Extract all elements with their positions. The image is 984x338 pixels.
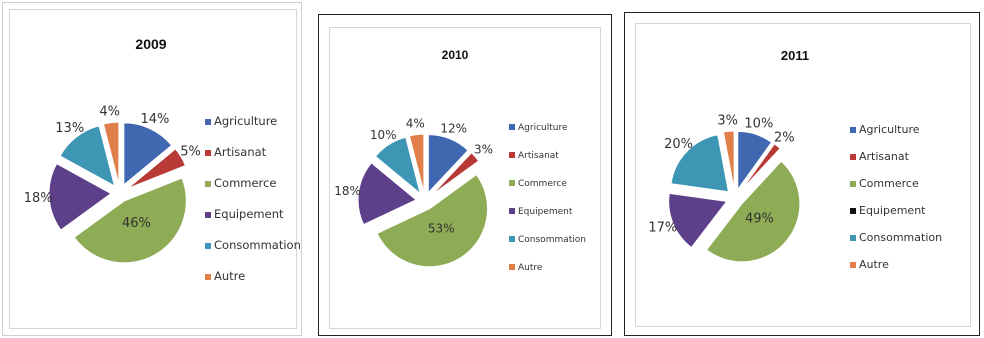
data-label-consommation: 20%: [664, 137, 693, 152]
legend-marker-autre: [509, 264, 515, 270]
pie-slice-equipement: [48, 163, 112, 231]
pie-slice-commerce: [376, 173, 489, 268]
data-label-autre: 4%: [99, 105, 120, 120]
data-label-equipement: 18%: [334, 184, 361, 198]
legend-label-equipement: Equipement: [214, 207, 284, 221]
legend-marker-autre: [205, 274, 211, 280]
legend-label-consommation: Consommation: [518, 235, 586, 245]
data-label-consommation: 13%: [55, 121, 84, 136]
pie-slice-artisanat: [431, 152, 480, 196]
data-label-commerce: 46%: [122, 216, 151, 231]
data-label-autre: 4%: [406, 117, 425, 131]
pie-slice-consommation: [374, 136, 422, 195]
data-label-equipement: 17%: [648, 221, 677, 236]
data-label-equipement: 18%: [24, 191, 53, 206]
data-label-consommation: 10%: [370, 128, 397, 142]
legend-marker-agriculture: [205, 119, 211, 125]
chart-panel-2011: 2011 10% 2% 49% 17% 20% 3% Agriculture Artisanat…: [624, 12, 980, 336]
pie-slice-agriculture: [427, 134, 469, 194]
legend-marker-consommation: [205, 243, 211, 249]
legend-label-autre: Autre: [518, 263, 543, 273]
data-label-autre: 3%: [717, 113, 738, 128]
legend-label-consommation: Consommation: [214, 238, 301, 252]
legend-label-commerce: Commerce: [859, 177, 919, 190]
legend-marker-artisanat: [205, 150, 211, 156]
pie-slice-artisanat: [127, 148, 187, 189]
data-label-commerce: 53%: [428, 221, 455, 235]
pie-slice-consommation: [59, 125, 116, 187]
data-label-artisanat: 2%: [774, 131, 795, 146]
data-label-artisanat: 5%: [180, 144, 201, 159]
legend-marker-commerce: [205, 181, 211, 187]
legend-marker-autre: [850, 262, 856, 268]
legend-label-agriculture: Agriculture: [214, 114, 277, 128]
legend-label-artisanat: Artisanat: [518, 151, 559, 161]
pie-chart-2011: 2011 10%2% 49% 17% 20% 3% Agriculture Artisanat…: [648, 48, 942, 271]
legend-marker-agriculture: [850, 127, 856, 133]
legend-label-commerce: Commerce: [214, 176, 276, 190]
legend-marker-consommation: [850, 235, 856, 241]
pie-slice-commerce: [73, 177, 187, 264]
pie-slice-equipement: [668, 192, 728, 249]
data-label-commerce: 49%: [745, 212, 774, 227]
legend-label-artisanat: Artisanat: [859, 150, 910, 163]
pie-chart-2010: 2010 12% 3% 53% 18% 10% 4% Agriculture Artisanat…: [334, 48, 586, 273]
pie-slice-autre: [102, 121, 120, 185]
legend-label-commerce: Commerce: [518, 179, 567, 189]
legend-label-artisanat: Artisanat: [214, 145, 267, 159]
pie-slice-agriculture: [123, 122, 173, 186]
chart-panel-2010: 2010 12% 3% 53% 18% 10% 4% Agriculture Artisanat…: [318, 14, 612, 336]
legend-marker-artisanat: [509, 152, 515, 158]
pie-slice-equipement: [357, 162, 417, 226]
legend-label-consommation: Consommation: [859, 231, 942, 244]
data-label-agriculture: 10%: [744, 117, 773, 132]
chart-title: 2009: [135, 36, 166, 52]
legend-marker-commerce: [850, 181, 856, 187]
legend-label-agriculture: Agriculture: [859, 123, 920, 136]
chart-title: 2010: [442, 48, 469, 62]
legend-marker-consommation: [509, 236, 515, 242]
legend-marker-agriculture: [509, 124, 515, 130]
pie-slice-artisanat: [740, 143, 781, 192]
legend-marker-commerce: [509, 180, 515, 186]
data-label-agriculture: 12%: [440, 121, 467, 135]
plot-area-frame: [635, 23, 971, 327]
legend-marker-artisanat: [850, 154, 856, 160]
plot-area-frame: [329, 27, 601, 329]
plot-area-frame: [9, 9, 297, 329]
data-label-artisanat: 3%: [474, 142, 493, 156]
legend-label-autre: Autre: [859, 258, 889, 271]
legend-marker-equipement: [205, 212, 211, 218]
legend-label-equipement: Equipement: [518, 207, 573, 217]
pie-slice-agriculture: [737, 130, 773, 191]
pie-slice-autre: [408, 133, 425, 193]
pie-chart-2009: 2009 14% 5% 46% 18% 13% 4% Agriculture Artisanat…: [24, 36, 301, 283]
pie-slice-autre: [722, 130, 735, 190]
legend-label-equipement: Equipement: [859, 204, 926, 217]
pie-slice-commerce: [705, 160, 801, 263]
legend-label-autre: Autre: [214, 269, 245, 283]
legend-marker-equipement: [509, 208, 515, 214]
chart-panel-2009: 2009 14% 5% 46% 18% 13% 4% Agriculture Artisanat…: [2, 2, 302, 336]
pie-slice-consommation: [670, 134, 730, 193]
data-label-agriculture: 14%: [140, 112, 169, 127]
legend-label-agriculture: Agriculture: [518, 123, 568, 133]
legend-marker-equipement: [850, 208, 856, 214]
chart-title: 2011: [781, 48, 809, 63]
